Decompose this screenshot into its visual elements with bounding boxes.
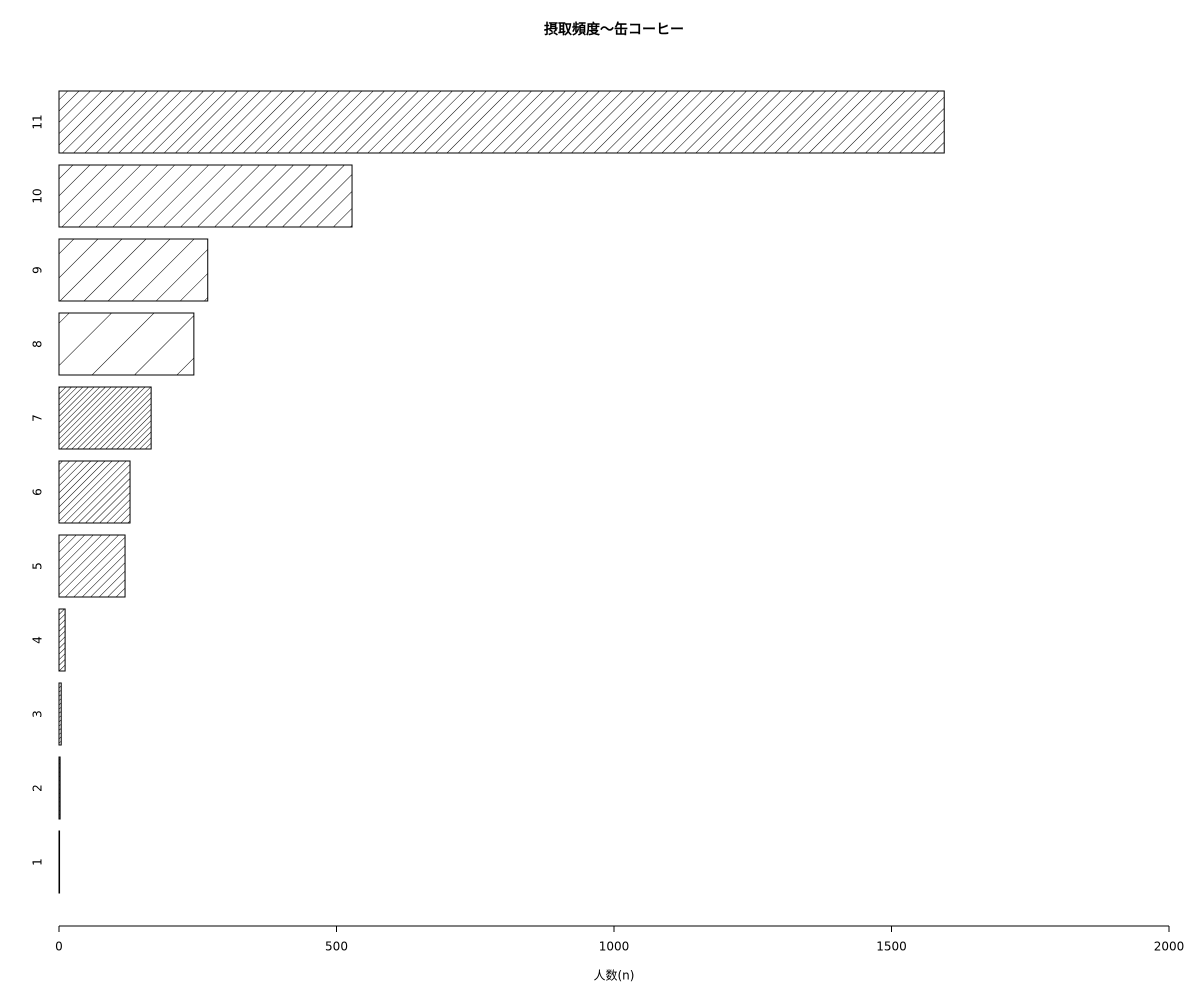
bar bbox=[58, 608, 66, 672]
y-tick-label: 9 bbox=[31, 266, 45, 274]
bar bbox=[58, 312, 195, 376]
bar bbox=[58, 386, 152, 450]
x-tick-label: 500 bbox=[325, 940, 348, 954]
chart-title: 摂取頻度〜缶コーヒー bbox=[544, 21, 684, 38]
y-tick-label: 6 bbox=[31, 488, 45, 496]
x-tick-label: 1000 bbox=[599, 940, 630, 954]
bar bbox=[58, 90, 945, 154]
bar bbox=[58, 830, 61, 894]
x-axis-label: 人数(n) bbox=[594, 968, 635, 983]
bar bbox=[58, 682, 62, 746]
y-tick-label: 1 bbox=[31, 858, 45, 866]
bar bbox=[58, 460, 131, 524]
y-tick-label: 2 bbox=[31, 784, 45, 792]
y-tick-label: 5 bbox=[31, 562, 45, 570]
y-tick-label: 11 bbox=[31, 114, 45, 129]
bar bbox=[58, 534, 126, 598]
bar bbox=[58, 756, 61, 820]
x-tick-label: 2000 bbox=[1154, 940, 1185, 954]
x-tick-label: 1500 bbox=[876, 940, 907, 954]
bar bbox=[58, 164, 353, 228]
y-tick-label: 3 bbox=[31, 710, 45, 718]
bar bbox=[58, 238, 209, 302]
y-tick-label: 10 bbox=[31, 188, 45, 203]
x-tick-label: 0 bbox=[55, 940, 63, 954]
y-tick-label: 4 bbox=[31, 636, 45, 644]
y-tick-label: 8 bbox=[31, 340, 45, 348]
y-tick-label: 7 bbox=[31, 414, 45, 422]
